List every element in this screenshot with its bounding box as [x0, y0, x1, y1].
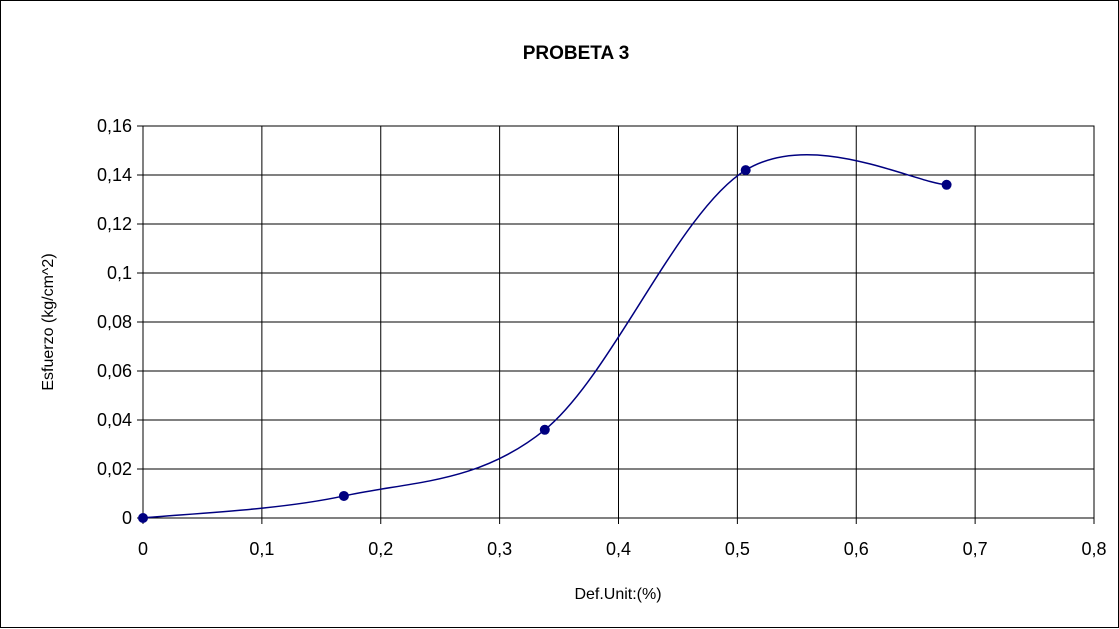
x-tick-label: 0,2 — [368, 539, 393, 559]
y-tick-label: 0,06 — [97, 361, 132, 381]
data-points — [138, 165, 952, 523]
y-tick-label: 0,12 — [97, 214, 132, 234]
x-tick-label: 0,1 — [249, 539, 274, 559]
y-tick-label: 0,14 — [97, 165, 132, 185]
data-point — [539, 424, 550, 435]
x-tick-label: 0,6 — [844, 539, 869, 559]
x-tick-label: 0,5 — [725, 539, 750, 559]
y-tick-label: 0,02 — [97, 459, 132, 479]
x-axis-label: Def.Unit:(%) — [574, 586, 661, 603]
y-tick-label: 0,1 — [107, 263, 132, 283]
chart-title: PROBETA 3 — [523, 43, 630, 64]
data-point — [740, 165, 751, 176]
x-tick-label: 0,3 — [487, 539, 512, 559]
y-axis-label: Esfuerzo (kg/cm^2) — [40, 253, 57, 390]
data-point — [338, 490, 349, 501]
x-tick-label: 0,8 — [1081, 539, 1106, 559]
y-tick-label: 0,08 — [97, 312, 132, 332]
grid — [143, 126, 1094, 518]
y-tick-label: 0,04 — [97, 410, 132, 430]
x-tick-label: 0 — [138, 539, 148, 559]
y-tick-labels: 0 0,02 0,04 0,06 0,08 0,1 0,12 0,14 0,16 — [97, 116, 143, 528]
x-tick-label: 0,7 — [963, 539, 988, 559]
y-tick-label: 0,16 — [97, 116, 132, 136]
x-tick-label: 0,4 — [606, 539, 631, 559]
data-point — [138, 513, 148, 523]
data-point — [941, 179, 952, 190]
series-line — [142, 154, 947, 519]
y-tick-label: 0 — [122, 508, 132, 528]
x-tick-labels: 0 0,1 0,2 0,3 0,4 0,5 0,6 0,7 0,8 — [138, 518, 1107, 559]
